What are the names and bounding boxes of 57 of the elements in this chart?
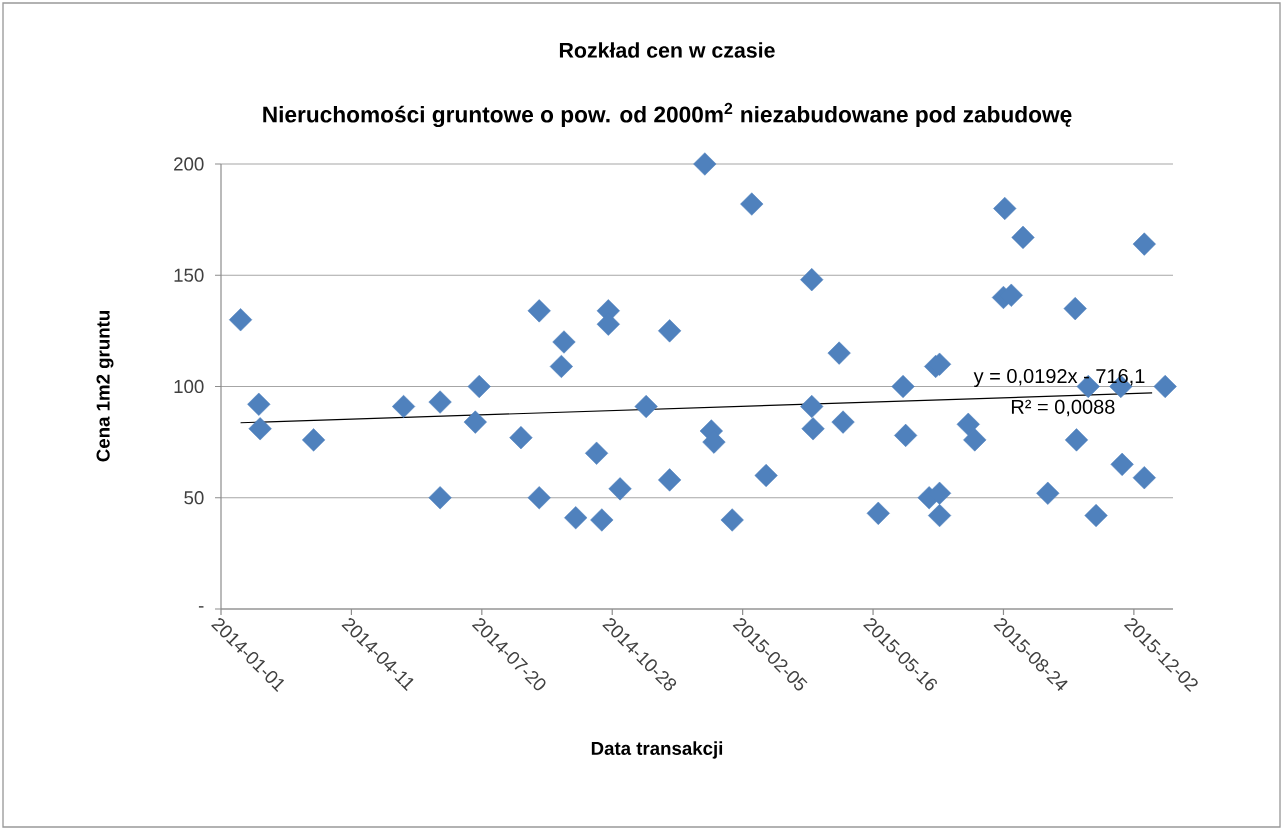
annotation: y = 0,0192x - 716,1 [973, 368, 1145, 388]
point [1011, 225, 1035, 249]
y-tick-label: 50 [184, 491, 204, 505]
point [754, 463, 778, 488]
x-axis-title: Data transakcji [591, 741, 723, 759]
point [831, 410, 855, 434]
point [467, 374, 491, 399]
point [891, 374, 915, 399]
point [1153, 374, 1177, 399]
point [549, 354, 573, 379]
point [658, 468, 682, 492]
chart-subtitle: Nieruchomości gruntowe o pow. od 2000m$^{2}$ niezabudowane pod zabudowę [263, 102, 1072, 128]
point [1084, 503, 1108, 528]
point [428, 486, 452, 510]
point [800, 268, 824, 292]
point [1132, 466, 1156, 490]
point [247, 392, 271, 416]
point [1064, 428, 1089, 452]
point [590, 508, 614, 532]
point [634, 394, 658, 419]
point [585, 441, 609, 465]
point [658, 319, 682, 343]
y-axis-title: Cena 1m2 gruntu [96, 310, 114, 462]
point [302, 428, 326, 452]
point [827, 341, 851, 365]
point [509, 426, 533, 450]
point [1036, 481, 1060, 505]
point [956, 412, 980, 436]
point [1132, 232, 1156, 256]
point [391, 394, 416, 419]
point [248, 417, 272, 441]
point [527, 486, 551, 510]
point [693, 152, 717, 176]
annotation: R² = 0,0088 [1011, 399, 1115, 417]
point [894, 423, 918, 448]
point [608, 477, 632, 501]
point [552, 330, 576, 354]
point [800, 394, 824, 419]
point [428, 390, 452, 414]
point [927, 503, 952, 528]
point [1110, 452, 1134, 476]
point [801, 417, 825, 441]
point [720, 508, 744, 532]
point [564, 506, 588, 530]
point [993, 196, 1017, 221]
y-tick-label: 150 [174, 268, 204, 282]
chart-title: Rozkład cen w czasie [559, 42, 775, 58]
point [527, 299, 551, 323]
point [740, 192, 764, 216]
point [866, 501, 890, 525]
point [228, 308, 253, 332]
point [963, 428, 987, 452]
point [463, 410, 487, 434]
point [1063, 297, 1087, 321]
y-tick-label: - [198, 606, 204, 608]
y-tick-label: 200 [174, 157, 204, 171]
y-tick-label: 100 [174, 379, 204, 394]
